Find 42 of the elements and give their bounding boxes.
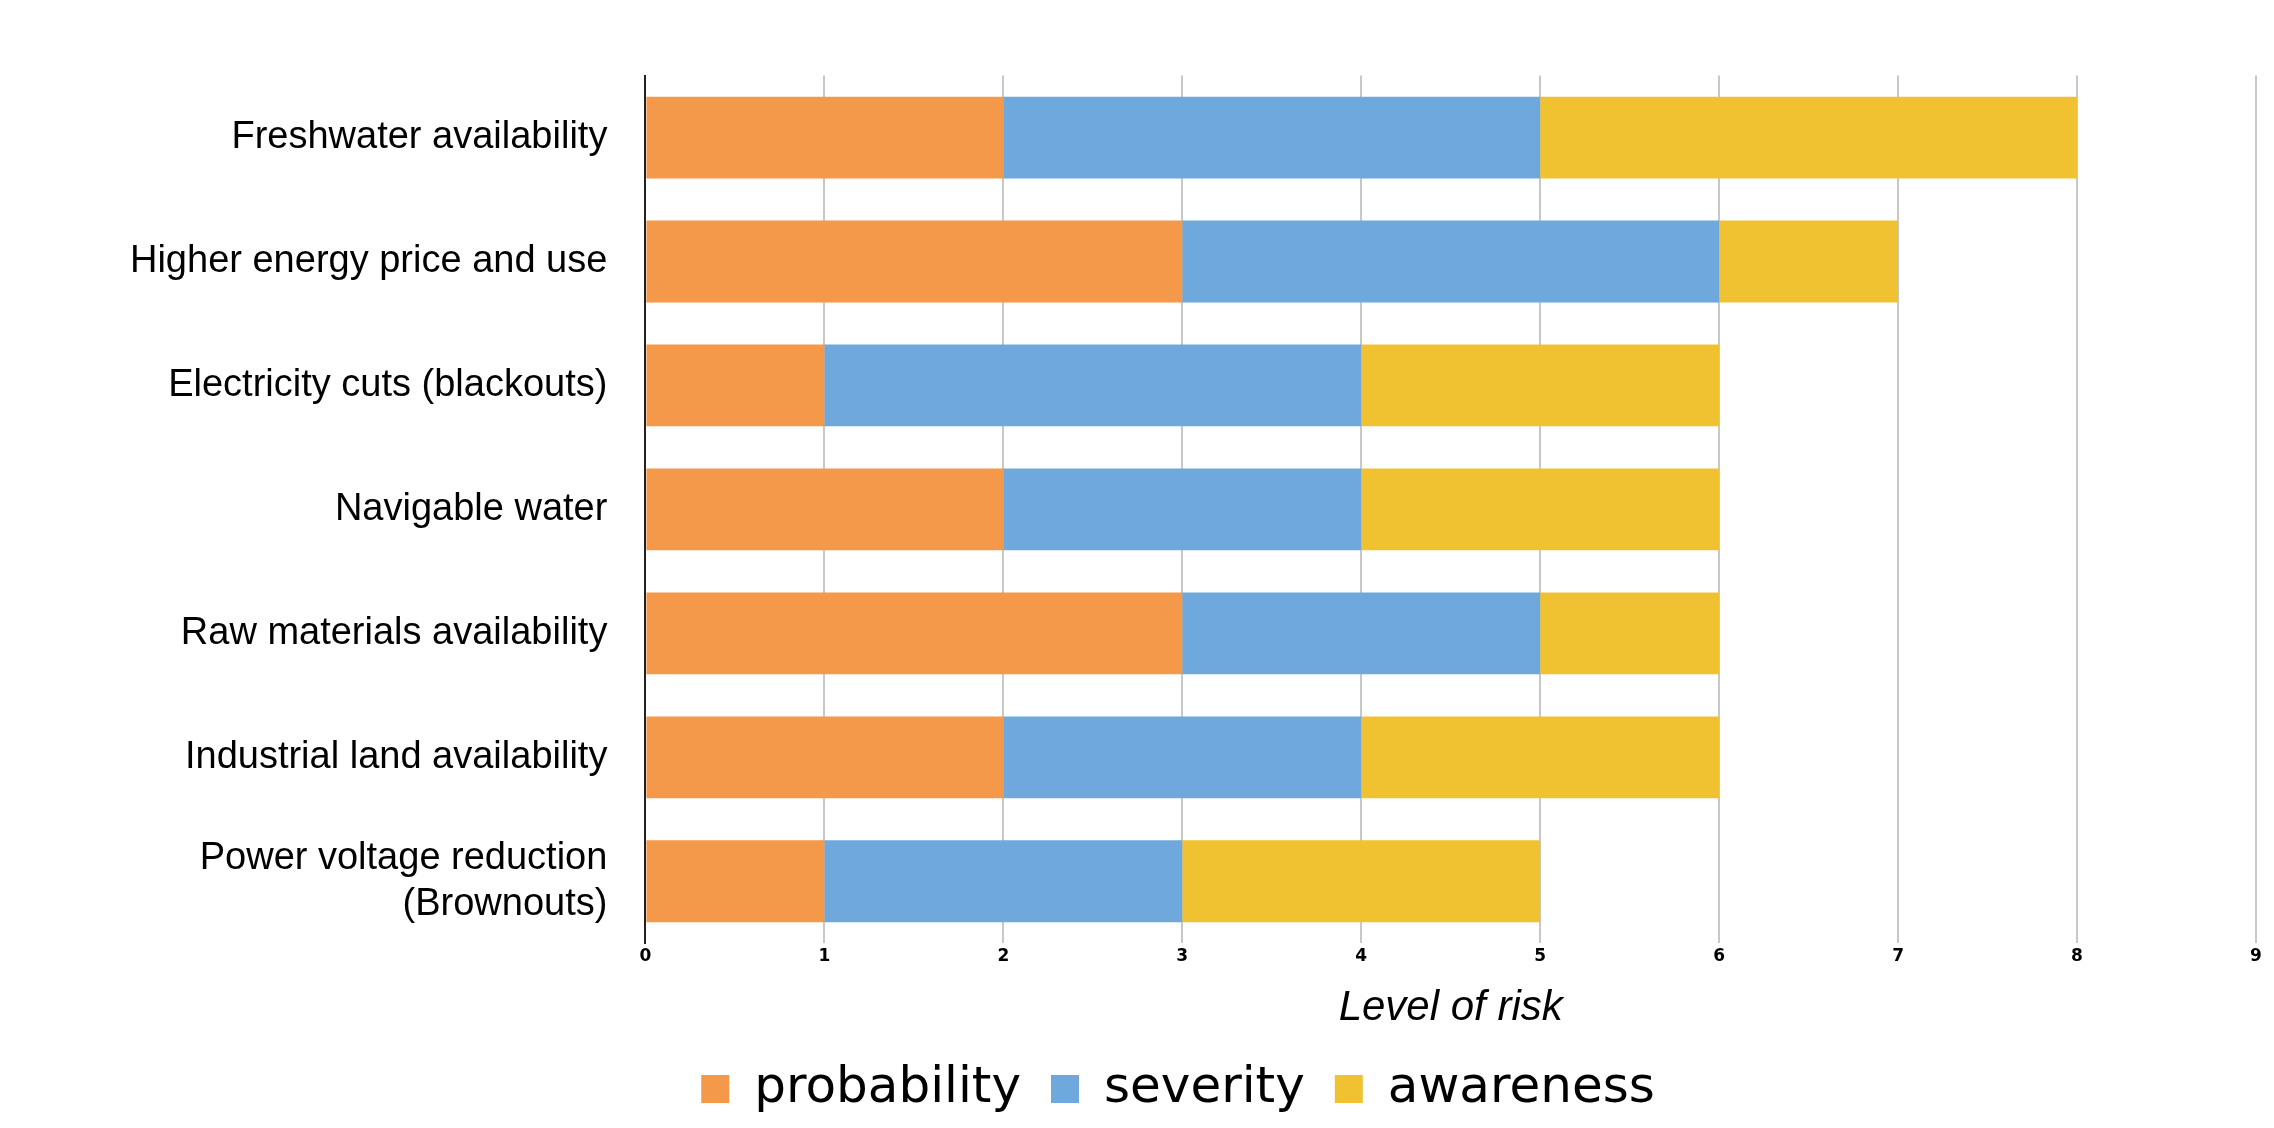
- x-tick-label: 0: [639, 944, 652, 965]
- x-tick-label: 6: [1713, 944, 1726, 965]
- bar: [1540, 592, 1720, 675]
- bar: [824, 344, 1362, 427]
- bar: [646, 840, 825, 923]
- x-tick-label: 7: [1892, 944, 1905, 965]
- y-tick-label: Power voltage reduction (Brownouts): [199, 834, 608, 923]
- bar: [1361, 344, 1720, 427]
- x-tick-label: 1: [818, 944, 831, 965]
- bar: [1361, 468, 1720, 551]
- bar: [1182, 840, 1541, 923]
- x-tick-label: 8: [2071, 944, 2083, 965]
- x-tick-label: 3: [1176, 944, 1189, 965]
- bar: [646, 468, 1004, 551]
- bar: [646, 344, 825, 427]
- bar: [1003, 468, 1362, 551]
- legend-label: severity: [1104, 1055, 1305, 1114]
- y-tick-label: Freshwater availability: [231, 114, 608, 157]
- bar: [824, 840, 1183, 923]
- x-tick-label: 9: [2250, 944, 2262, 965]
- y-tick-label: Industrial land availability: [184, 733, 608, 776]
- y-tick-label: Navigable water: [334, 485, 608, 528]
- bar: [1719, 220, 1899, 303]
- bar: [646, 592, 1183, 675]
- bar: [646, 716, 1004, 799]
- bar: [1540, 96, 2078, 179]
- y-tick-label: Raw materials availability: [180, 609, 608, 652]
- bar: [1182, 592, 1541, 675]
- bar: [646, 220, 1183, 303]
- bar: [1003, 716, 1362, 799]
- x-tick-label: 5: [1534, 944, 1547, 965]
- bar: [1361, 716, 1720, 799]
- legend-label: probability: [754, 1055, 1022, 1114]
- bar: [1182, 220, 1720, 303]
- y-tick-label: Higher energy price and use: [129, 238, 608, 280]
- x-tick-label: 4: [1355, 944, 1368, 965]
- legend-label: awareness: [1387, 1055, 1655, 1114]
- x-tick-label: 2: [997, 944, 1010, 965]
- x-axis-title: Level of risk: [1338, 982, 1565, 1030]
- y-tick-label: Electricity cuts (blackouts): [168, 361, 608, 404]
- bar: [646, 96, 1004, 179]
- bar: [1003, 96, 1541, 179]
